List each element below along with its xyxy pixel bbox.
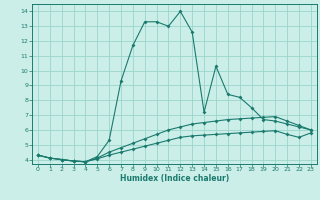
X-axis label: Humidex (Indice chaleur): Humidex (Indice chaleur) — [120, 174, 229, 183]
